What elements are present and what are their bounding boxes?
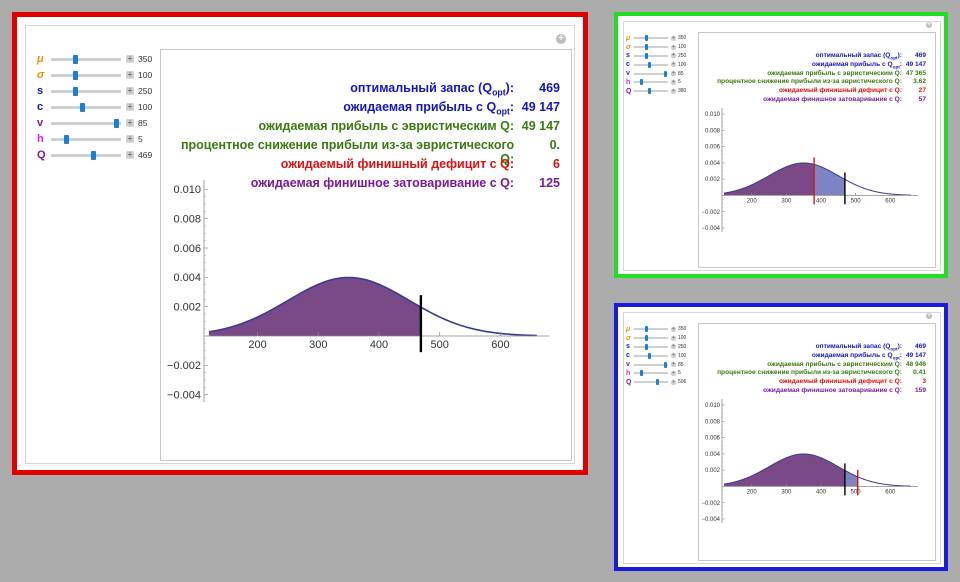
- y-tick-label: −0.004: [701, 226, 720, 232]
- y-tick-label: 0.010: [705, 403, 721, 409]
- y-tick-label: 0.008: [705, 419, 721, 425]
- panel-blue: + μ +350 σ +100 s +250 c +100 v +85 h +5 Q +506 оптимал…: [614, 303, 948, 571]
- x-tick-label: 300: [781, 489, 792, 495]
- x-tick-label: 200: [747, 198, 758, 204]
- y-tick-label: 0.002: [705, 468, 721, 474]
- y-tick-label: 0.002: [705, 177, 721, 183]
- chart: 200 300 400 500 600 0.010 0.008 0.006 0.004 0.002…: [618, 16, 936, 268]
- panel-green: + μ +350 σ +100 s +250 c +100 v +85 h +5 Q +380 оптимал…: [614, 12, 948, 278]
- x-tick-label: 200: [248, 339, 266, 351]
- panel-main: + μ +350 σ +100 s +250 c +100 v +85 h +5 Q +469 оптимал…: [12, 12, 588, 475]
- area-between-q: [814, 164, 845, 195]
- x-tick-label: 600: [491, 339, 509, 351]
- x-tick-label: 600: [885, 489, 896, 495]
- chart: 200 300 400 500 600 0.010 0.008 0.006 0.004 0.002…: [618, 307, 936, 561]
- y-tick-label: −0.002: [167, 360, 201, 372]
- y-tick-label: 0.004: [705, 161, 721, 167]
- x-tick-label: 400: [816, 489, 827, 495]
- x-tick-label: 600: [885, 198, 896, 204]
- y-tick-label: 0.006: [705, 145, 721, 151]
- y-tick-label: −0.004: [701, 517, 720, 523]
- x-tick-label: 300: [781, 198, 792, 204]
- x-tick-label: 400: [370, 339, 388, 351]
- chart: 200 300 400 500 600 0.010 0.008 0.006 0.004 0.002…: [17, 17, 572, 461]
- y-tick-label: 0.010: [173, 184, 201, 196]
- y-tick-label: 0.006: [173, 243, 201, 255]
- x-tick-label: 200: [747, 489, 758, 495]
- y-tick-label: 0.004: [173, 272, 201, 284]
- y-tick-label: −0.004: [167, 390, 201, 402]
- y-tick-label: −0.002: [701, 210, 720, 216]
- x-tick-label: 500: [851, 198, 862, 204]
- y-tick-label: 0.010: [705, 112, 721, 118]
- y-tick-label: 0.008: [705, 128, 721, 134]
- x-tick-label: 400: [816, 198, 827, 204]
- y-tick-label: 0.004: [705, 452, 721, 458]
- y-tick-label: 0.002: [173, 302, 201, 314]
- y-tick-label: 0.006: [705, 436, 721, 442]
- x-tick-label: 300: [309, 339, 327, 351]
- x-tick-label: 500: [851, 489, 862, 495]
- x-tick-label: 500: [431, 339, 449, 351]
- y-tick-label: 0.008: [173, 214, 201, 226]
- y-tick-label: −0.002: [701, 501, 720, 507]
